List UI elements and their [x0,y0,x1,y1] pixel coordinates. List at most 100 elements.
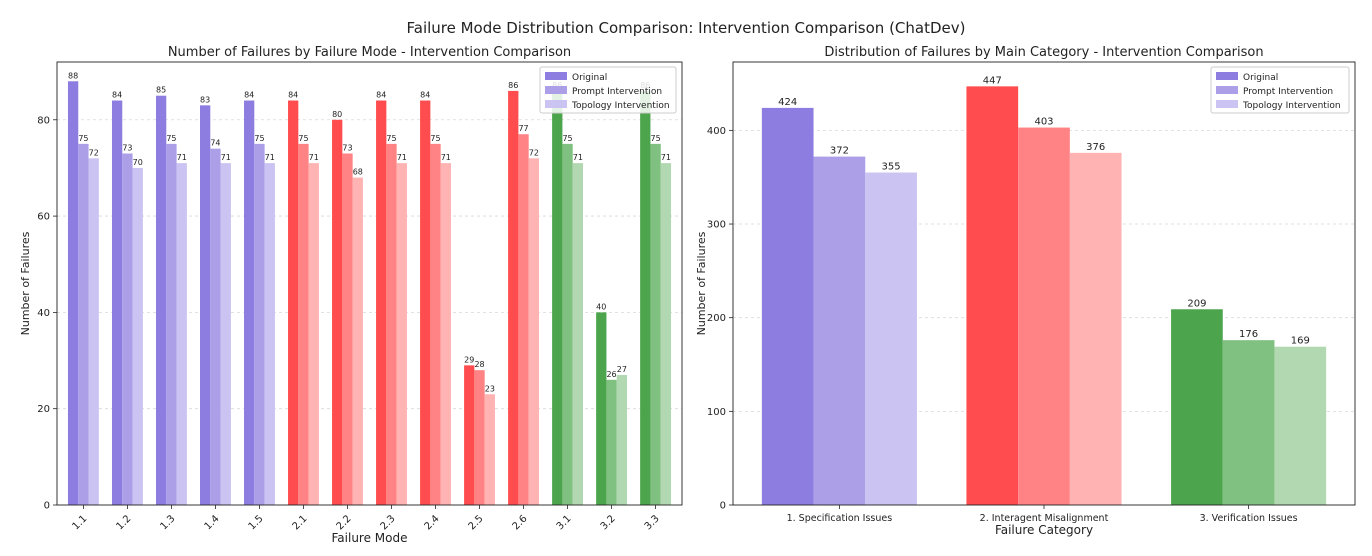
legend-swatch [545,86,567,94]
bar-value-label: 84 [288,91,298,100]
bar-prompt-intervention [430,143,441,505]
legend-box [539,66,677,114]
bar-prompt-intervention [1018,127,1070,506]
bar-value-label: 71 [661,153,671,162]
chart-title: Distribution of Failures by Main Categor… [824,45,1263,60]
bar-original [332,119,343,506]
y-tick-label: 80 [37,115,50,126]
bar-value-label: 71 [309,153,319,162]
bar-topology-intervention [88,158,99,505]
bar-original [67,81,79,506]
bar-original [244,100,255,506]
bar-value-label: 72 [89,148,99,157]
bar-value-label: 424 [778,97,797,108]
bar-topology-intervention [484,394,495,505]
bar-value-label: 74 [210,139,220,148]
bar-topology-intervention [308,163,319,505]
chart-title: Number of Failures by Failure Mode - Int… [168,45,571,60]
bar-prompt-intervention [342,153,353,505]
bar-value-label: 75 [78,134,88,143]
bar-topology-intervention [1069,152,1122,505]
bar-value-label: 169 [1291,336,1310,347]
y-tick-label: 20 [37,404,50,415]
bar-value-label: 73 [342,143,352,152]
bar-prompt-intervention [166,143,177,505]
bar-value-label: 71 [221,153,231,162]
bar-topology-intervention [220,163,231,505]
bar-value-label: 73 [122,143,132,152]
bar-value-label: 40 [596,302,606,311]
plot-frame [732,61,1356,506]
bar-value-label: 75 [298,134,308,143]
legend-box [1210,66,1350,114]
y-tick-label: 60 [37,212,50,223]
bar-value-label: 70 [133,158,143,167]
bar-value-label: 23 [485,384,495,393]
bar-original [420,100,431,506]
bar-value-label: 71 [177,153,187,162]
bar-value-label: 75 [386,134,396,143]
bar-original [761,107,814,505]
figure-title: Failure Mode Distribution Comparison: In… [406,19,966,37]
legend-label: Topology Intervention [571,101,670,111]
bar-value-label: 72 [529,148,539,157]
bar-original [508,90,519,506]
bar-original [596,312,607,505]
bar-topology-intervention [132,167,143,505]
bar-value-label: 209 [1187,298,1206,309]
bar-value-label: 447 [983,75,1002,86]
bar-prompt-intervention [1222,340,1275,505]
bar-prompt-intervention [606,379,617,505]
y-tick-label: 0 [720,501,726,512]
bar-value-label: 26 [606,370,616,379]
failure-mode-bar-chart: Number of Failures by Failure Mode - Int… [19,45,683,545]
legend-swatch [1216,72,1238,80]
x-tick-label: 2. Interagent Misalignment [980,513,1109,524]
bar-prompt-intervention [474,370,485,505]
bar-value-label: 88 [68,71,78,80]
x-tick-label: 1. Specification Issues [787,513,893,524]
bar-prompt-intervention [78,143,89,505]
bar-prompt-intervention [813,156,866,505]
bar-value-label: 75 [166,134,176,143]
bar-value-label: 71 [397,153,407,162]
bar-value-label: 71 [265,153,275,162]
bar-prompt-intervention [650,143,661,505]
bar-original [464,365,475,505]
bar-original [966,86,1019,505]
bar-prompt-intervention [210,148,221,505]
bar-value-label: 86 [508,81,518,90]
legend-label: Original [572,73,607,83]
y-tick-label: 0 [44,501,50,512]
bar-value-label: 355 [882,162,901,173]
bar-value-label: 75 [562,134,572,143]
bar-original [111,100,123,506]
bar-value-label: 80 [332,110,342,119]
bar-value-label: 83 [200,95,210,104]
bar-value-label: 68 [353,168,363,177]
bar-original [1171,309,1223,505]
bar-value-label: 372 [830,146,849,157]
legend-swatch [1216,100,1238,108]
bar-topology-intervention [865,172,917,505]
bar-value-label: 75 [254,134,264,143]
bar-value-label: 75 [650,134,660,143]
bar-value-label: 28 [474,360,484,369]
bar-topology-intervention [396,163,407,505]
bar-value-label: 84 [376,91,386,100]
y-tick-label: 400 [707,126,726,137]
bar-original [640,90,651,506]
x-axis-label: Failure Mode [332,531,408,545]
bar-prompt-intervention [518,134,529,505]
bar-value-label: 84 [244,91,254,100]
bar-topology-intervention [176,163,187,505]
bar-value-label: 71 [441,153,451,162]
y-tick-label: 300 [707,220,726,231]
legend-label: Topology Intervention [1242,101,1341,111]
bar-value-label: 77 [518,124,528,133]
bar-value-label: 85 [156,86,166,95]
bar-topology-intervention [660,163,672,505]
bar-topology-intervention [528,158,539,505]
y-axis-label: Number of Failures [19,231,32,335]
plot-frame [56,61,683,506]
